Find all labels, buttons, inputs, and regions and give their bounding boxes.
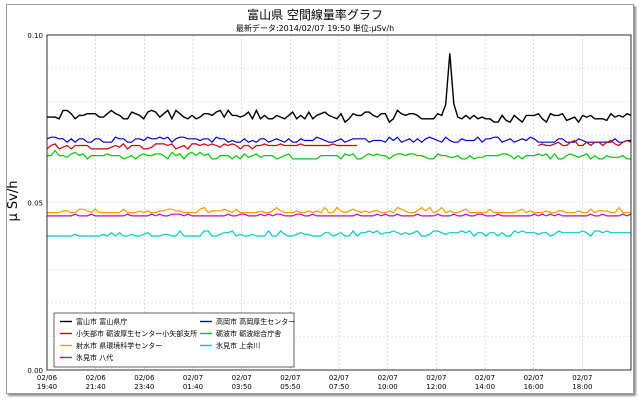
series-line xyxy=(47,213,632,217)
chart-subtitle: 最新データ:2014/02/07 19:50 単位:μSv/h xyxy=(236,23,394,33)
series-line xyxy=(46,136,631,144)
legend-label: 射水市 県環境科学センター xyxy=(76,341,162,350)
series-line xyxy=(47,149,631,160)
plot-area-border xyxy=(46,34,632,371)
x-tick-label: 02/07 xyxy=(572,374,592,382)
x-tick-label: 02/07 xyxy=(329,374,349,382)
x-tick-label: 16:00 xyxy=(524,383,544,391)
x-tick-label: 02/07 xyxy=(426,374,446,382)
x-tick-label: 02/07 xyxy=(475,374,495,382)
y-tick-label: 0.00 xyxy=(27,367,43,375)
x-tick-label: 02/06 xyxy=(134,374,155,382)
x-tick-label: 12:00 xyxy=(426,383,446,391)
chart-title: 富山県 空間線量率グラフ xyxy=(247,7,383,22)
x-tick-label: 03:50 xyxy=(232,383,252,391)
legend-label: 高岡市 高岡厚生センター xyxy=(216,317,295,326)
y-tick-label: 0.05 xyxy=(27,200,43,208)
series-layer xyxy=(46,53,632,237)
x-tick-label: 02/06 xyxy=(37,374,58,382)
series-line xyxy=(538,139,632,147)
series-line xyxy=(47,206,631,214)
x-tick-label: 01:40 xyxy=(183,383,203,391)
legend-label: 氷見市 上余川 xyxy=(216,341,260,350)
x-tick-label: 18:00 xyxy=(572,383,592,391)
series-line xyxy=(46,143,358,150)
x-tick-label: 02/07 xyxy=(280,374,300,382)
x-tick-label: 02/07 xyxy=(183,374,203,382)
legend-label: 富山市 富山県庁 xyxy=(76,317,127,326)
x-tick-label: 02/07 xyxy=(378,374,398,382)
y-tick-label: 0.10 xyxy=(27,32,43,40)
legend-label: 砺波市 砺波総合庁舎 xyxy=(216,329,281,338)
series-line xyxy=(47,53,632,124)
x-tick-label: 02/06 xyxy=(86,374,107,382)
x-tick-label: 10:00 xyxy=(378,383,398,391)
x-tick-label: 02/07 xyxy=(232,374,252,382)
x-tick-label: 14:00 xyxy=(475,383,495,391)
grid-layer xyxy=(46,34,632,371)
x-tick-label: 23:40 xyxy=(134,383,154,391)
x-tick-label: 02/07 xyxy=(524,374,544,382)
y-axis-label: μ Sv/h xyxy=(7,181,21,222)
x-tick-layer: 02/0619:4002/0621:4002/0623:4002/0701:40… xyxy=(37,374,593,391)
x-tick-label: 05:50 xyxy=(280,383,300,391)
x-tick-label: 07:50 xyxy=(329,383,349,391)
legend-label: 小矢部市 砺波厚生センター小矢部支所 xyxy=(76,329,197,338)
y-tick-layer: 0.00 0.05 0.10 xyxy=(27,32,43,375)
legend-label: 氷見市 八代 xyxy=(76,353,113,362)
series-line xyxy=(47,230,631,237)
x-tick-label: 21:40 xyxy=(86,383,106,391)
chart-svg: 富山県 空間線量率グラフ 最新データ:2014/02/07 19:50 単位:μ… xyxy=(7,7,632,391)
chart-frame: 富山県 空間線量率グラフ 最新データ:2014/02/07 19:50 単位:μ… xyxy=(6,4,634,394)
x-tick-label: 19:40 xyxy=(37,383,57,391)
legend-box xyxy=(53,312,295,368)
